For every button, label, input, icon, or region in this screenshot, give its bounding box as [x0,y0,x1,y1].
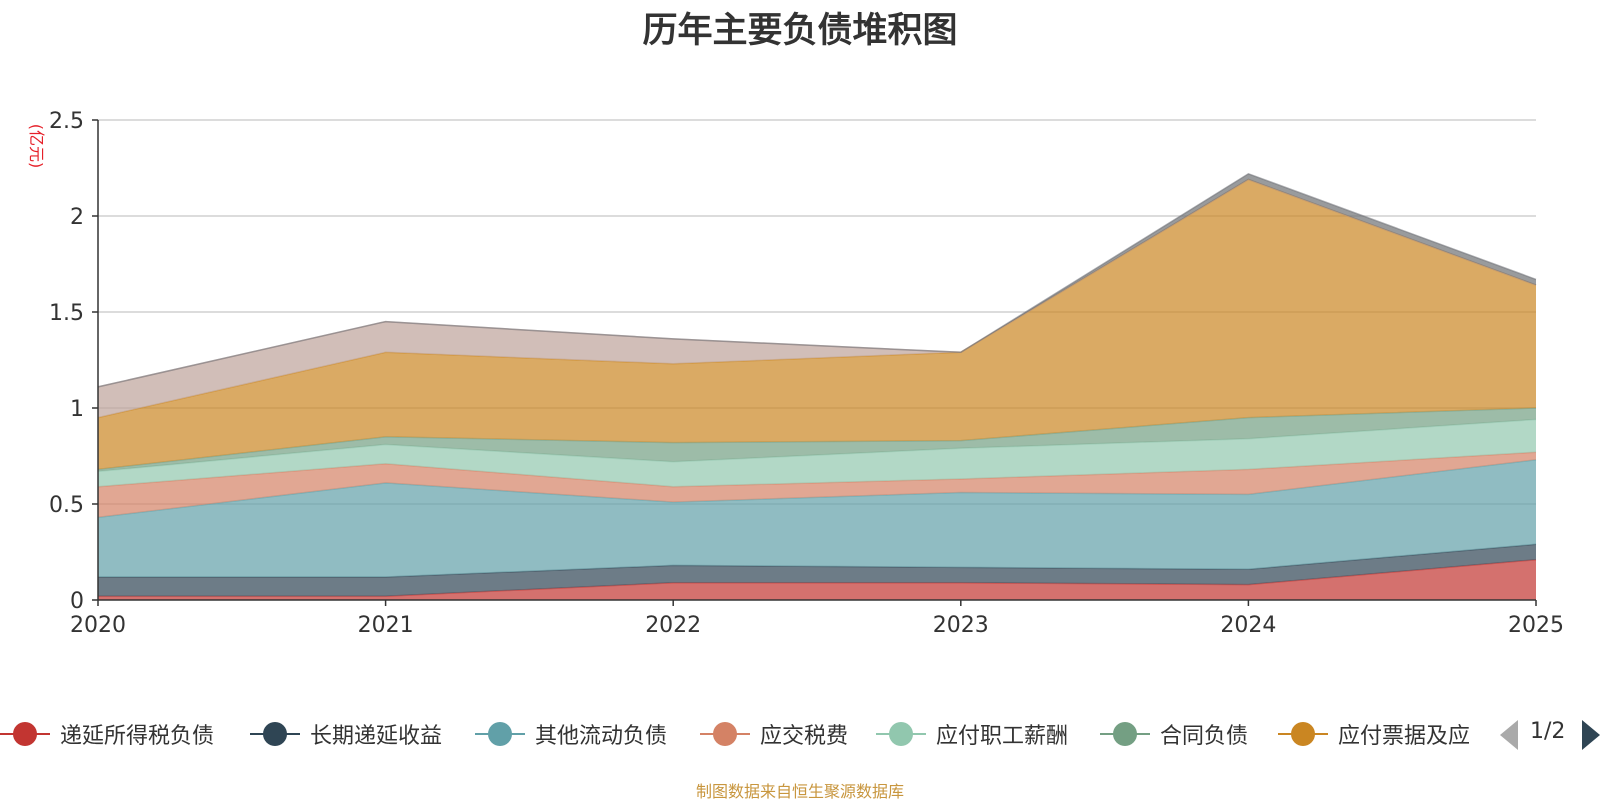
chart-title: 历年主要负债堆积图 [642,11,958,51]
legend-label: 递延所得税负债 [60,724,215,749]
legend-label: 应交税费 [760,724,849,749]
legend-item-employee-payables[interactable]: 应付职工薪酬 [876,716,1068,752]
legend-marker-icon [1100,721,1150,747]
y-tick-label: 1.5 [49,301,84,326]
legend-marker-icon [250,721,300,747]
x-tick-label: 2025 [1508,613,1564,638]
y-tick-label: 1 [70,397,84,422]
legend-prev-page-icon[interactable] [1500,720,1518,750]
legend-item-notes-payable[interactable]: 应付票据及应 [1278,716,1470,752]
legend-item-taxes-payable[interactable]: 应交税费 [700,716,848,752]
area-series-6 [98,179,1536,470]
area-series-0 [98,559,1536,600]
x-tick-label: 2021 [358,613,414,638]
legend-page-indicator: 1/2 [1530,719,1566,744]
y-tick-label: 2.5 [49,109,84,134]
legend-marker-icon [0,721,50,747]
area-series-2 [98,459,1536,577]
y-tick-label: 2 [70,205,84,230]
legend-item-long-term-deferred-income[interactable]: 长期递延收益 [250,716,442,752]
chart-legend: 递延所得税负债 长期递延收益 其他流动负债 应交税费 应付职工薪酬 合同负债 应… [0,716,1600,752]
legend-marker-icon [876,721,926,747]
area-series-group [97,172,1537,600]
legend-label: 应付票据及应 [1338,724,1471,749]
legend-label: 合同负债 [1160,724,1249,749]
data-source-note: 制图数据来自恒生聚源数据库 [695,782,904,801]
area-series-line-8 [97,172,1537,388]
legend-marker-icon [700,721,750,747]
area-series-1 [98,544,1536,597]
legend-next-page-icon[interactable] [1582,720,1600,750]
x-tick-label: 2022 [645,613,701,638]
x-tick-label: 2020 [70,613,126,638]
area-series-4 [98,419,1536,487]
x-tick-label: 2023 [933,613,989,638]
x-tick-label: 2024 [1220,613,1276,638]
area-series-3 [98,452,1536,518]
legend-label: 应付职工薪酬 [936,724,1069,749]
legend-item-deferred-income-tax[interactable]: 递延所得税负债 [0,716,214,752]
legend-marker-icon [475,721,525,747]
y-tick-label: 0.5 [49,493,84,518]
legend-marker-icon [1278,721,1328,747]
legend-item-contract-liabilities[interactable]: 合同负债 [1100,716,1248,752]
y-axis-unit-label: (亿元) [27,124,46,169]
legend-label: 长期递延收益 [310,724,443,749]
legend-item-other-current-liabilities[interactable]: 其他流动负债 [475,716,667,752]
legend-label: 其他流动负债 [535,724,668,749]
y-tick-label: 0 [70,589,84,614]
